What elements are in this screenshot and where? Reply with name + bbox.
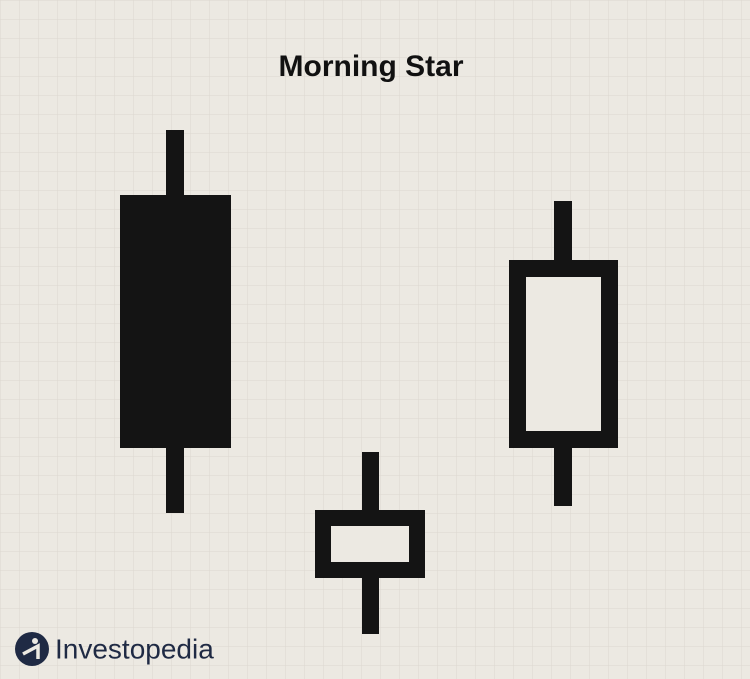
logo-icon-mark (22, 643, 40, 659)
logo: Investopedia (15, 632, 214, 666)
title: Morning Star (279, 50, 464, 83)
candle-star (315, 452, 425, 634)
logo-icon-dot (32, 638, 38, 644)
body (315, 510, 425, 578)
body (120, 195, 231, 448)
candle-bearish (120, 130, 231, 513)
body (509, 260, 618, 448)
candle-bullish (509, 201, 618, 506)
brand: Investopedia (55, 633, 214, 664)
